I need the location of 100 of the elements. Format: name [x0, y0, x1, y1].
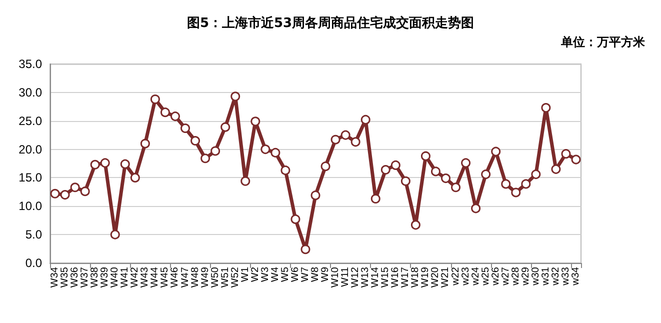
y-tick-label: 30.0 [18, 85, 42, 100]
point [491, 146, 501, 156]
point [481, 170, 491, 180]
x-tick-label: w28 [510, 266, 522, 286]
text: 单位：万平方米 [560, 35, 646, 49]
point [330, 134, 340, 144]
y-tick-label: 0.0 [25, 256, 42, 270]
x-tick-label: W39 [100, 266, 111, 288]
point [200, 154, 210, 164]
point [511, 188, 521, 198]
point [60, 190, 70, 200]
x-tick-label: W49 [200, 266, 211, 288]
point [320, 162, 330, 172]
y-tick-label: 15.0 [18, 170, 42, 185]
x-tick-label: W36 [70, 266, 81, 288]
point [160, 108, 170, 118]
point [471, 204, 481, 214]
point [571, 154, 581, 164]
chart-title: 图5：上海市近53周各周商品住宅成交面积走势图 [186, 15, 474, 31]
x-tick-label: W17 [400, 266, 412, 288]
x-tick-label: W10 [330, 266, 342, 288]
x-tick-label: W8 [310, 266, 321, 282]
point [370, 194, 380, 204]
x-tick-label: W40 [110, 266, 121, 288]
x-tick-label: w31 [540, 266, 552, 286]
point [170, 112, 180, 122]
point [110, 230, 120, 240]
point [541, 103, 551, 113]
point [300, 244, 310, 254]
point [310, 190, 320, 200]
point [521, 179, 531, 189]
y-tick-label: 20.0 [18, 142, 42, 156]
x-tick-label: w25 [480, 266, 492, 286]
point [501, 179, 511, 189]
x-tick-label: W35 [60, 266, 71, 288]
point [50, 188, 60, 198]
y-tick-label: 35.0 [18, 57, 42, 71]
y-tick-label: 25.0 [18, 114, 42, 128]
x-tick-label: W12 [350, 266, 362, 288]
point [270, 148, 280, 158]
point [150, 94, 160, 104]
x-tick-label: W47 [180, 266, 191, 288]
point [120, 159, 130, 169]
x-tick-label: W15 [380, 266, 392, 288]
x-tick-label: W9 [320, 266, 332, 282]
x-tick-label: W42 [130, 266, 141, 288]
x-tick-label: W38 [90, 266, 101, 288]
x-tick-label: w30 [530, 266, 542, 286]
x-tick-label: W20 [430, 266, 442, 288]
x-tick-label: W7 [300, 266, 311, 282]
point [280, 166, 290, 176]
point [250, 116, 260, 126]
point [430, 166, 440, 176]
x-tick-label: W14 [370, 266, 382, 288]
point [441, 174, 450, 184]
y-tick-label: 10.0 [18, 199, 42, 214]
x-tick-label: W46 [170, 266, 181, 288]
point [360, 114, 370, 124]
x-tick-label: w33 [560, 266, 572, 286]
point [400, 176, 410, 186]
x-tick-label: w34 [570, 266, 582, 286]
x-tick-label: w29 [520, 266, 532, 286]
point [240, 176, 250, 186]
x-tick-label: W37 [80, 266, 91, 288]
point [461, 158, 471, 168]
point [140, 138, 150, 148]
x-tick-label: W50 [210, 266, 221, 288]
point [230, 92, 240, 102]
x-tick-label: W3 [260, 266, 271, 282]
x-tick-label: W51 [220, 266, 231, 288]
point [100, 158, 110, 168]
point [210, 146, 220, 156]
x-tick-label: W1 [240, 266, 251, 282]
x-tick-label: W16 [390, 266, 402, 288]
point [561, 149, 571, 159]
point [220, 122, 230, 132]
x-tick-label: W11 [340, 266, 352, 287]
x-tick-label: W4 [270, 266, 281, 282]
x-tick-label: W2 [250, 266, 261, 282]
x-tick-label: W52 [230, 266, 241, 288]
x-tick-label: w23 [460, 266, 472, 286]
x-tick-label: W5 [280, 266, 291, 282]
point [451, 182, 461, 192]
point [130, 172, 140, 182]
point [380, 165, 390, 174]
point [260, 144, 270, 154]
y-tick-label: 5.0 [25, 228, 42, 242]
x-tick-label: W45 [160, 266, 171, 288]
point [70, 182, 80, 192]
x-tick-label: W44 [150, 266, 161, 288]
point [420, 151, 430, 161]
x-tick-label: w27 [500, 266, 512, 286]
point [290, 214, 300, 224]
point [350, 137, 360, 147]
x-tick-label: w26 [490, 266, 502, 286]
x-tick-label: W21 [440, 266, 452, 288]
x-tick-label: w22 [450, 266, 462, 286]
x-tick-label: W19 [420, 266, 432, 288]
point [340, 130, 350, 140]
point [551, 164, 561, 174]
